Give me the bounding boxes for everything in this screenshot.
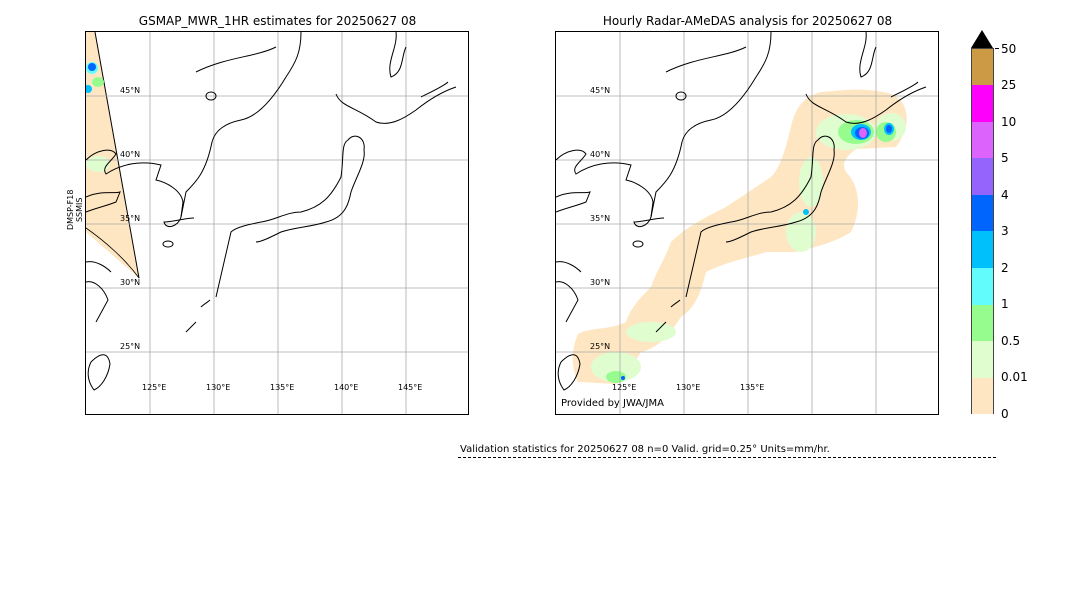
colorbar-label-2: 2 [1001, 261, 1009, 275]
satellite-label: DMSP-F18 SSMIS [66, 190, 84, 230]
colorbar-label-5: 5 [1001, 151, 1009, 165]
right-map[interactable]: 45°N 40°N 35°N 30°N 25°N 125°E 130°E 135… [555, 31, 939, 415]
lon-label-125: 125°E [612, 383, 637, 392]
lon-label-135: 135°E [270, 383, 295, 392]
colorbar-label-10: 10 [1001, 115, 1017, 129]
colorbar-label-25: 25 [1001, 78, 1017, 92]
lon-label-130: 130°E [206, 383, 231, 392]
colorbar [971, 48, 994, 415]
colorbar-segment-0.01-0.5 [972, 341, 993, 378]
validation-statistics: Validation statistics for 20250627 08 n=… [460, 444, 830, 455]
colorbar-extend-arrow [971, 30, 993, 48]
colorbar-label-1: 1 [1001, 297, 1009, 311]
left-map[interactable]: 45°N 40°N 35°N 30°N 25°N 125°E 130°E 135… [85, 31, 469, 415]
right-map-title: Hourly Radar-AMeDAS analysis for 2025062… [602, 14, 893, 28]
colorbar-segment-2-3 [972, 231, 993, 268]
right-map-canvas [556, 32, 938, 414]
lat-label-40: 40°N [120, 150, 141, 159]
colorbar-label-3: 3 [1001, 224, 1009, 238]
left-map-title: GSMAP_MWR_1HR estimates for 20250627 08 [138, 14, 417, 28]
stats-divider [458, 457, 996, 458]
lon-label-135: 135°E [740, 383, 765, 392]
colorbar-label-0.01: 0.01 [1001, 370, 1028, 384]
lon-label-130: 130°E [676, 383, 701, 392]
lon-label-125: 125°E [142, 383, 167, 392]
colorbar-label-0: 0 [1001, 407, 1009, 421]
colorbar-segment-0-0.01 [972, 377, 993, 415]
colorbar-segment-4-5 [972, 158, 993, 195]
left-map-canvas [86, 32, 468, 414]
lat-label-25: 25°N [120, 342, 141, 351]
colorbar-tick [995, 48, 999, 49]
colorbar-segment-0.5-1 [972, 304, 993, 342]
colorbar-segment-1-2 [972, 268, 993, 305]
colorbar-label-0.5: 0.5 [1001, 334, 1021, 348]
lat-label-30: 30°N [590, 278, 611, 287]
lon-label-140: 140°E [334, 383, 359, 392]
colorbar-segment-25-50 [972, 49, 993, 85]
lat-label-40: 40°N [590, 150, 611, 159]
satellite-name: DMSP-F18 [66, 189, 75, 230]
lat-label-25: 25°N [590, 342, 611, 351]
lat-label-30: 30°N [120, 278, 141, 287]
colorbar-label-50: 50 [1001, 42, 1017, 56]
colorbar-segment-3-4 [972, 194, 993, 232]
lat-label-35: 35°N [590, 214, 611, 223]
lat-label-45: 45°N [590, 86, 611, 95]
lat-label-35: 35°N [120, 214, 141, 223]
colorbar-segment-10-25 [972, 85, 993, 122]
lon-label-145: 145°E [398, 383, 423, 392]
colorbar-label-4: 4 [1001, 188, 1009, 202]
sensor-name: SSMIS [75, 197, 84, 223]
colorbar-segment-5-10 [972, 121, 993, 159]
lat-label-45: 45°N [120, 86, 141, 95]
data-credit: Provided by JWA/JMA [561, 398, 664, 409]
